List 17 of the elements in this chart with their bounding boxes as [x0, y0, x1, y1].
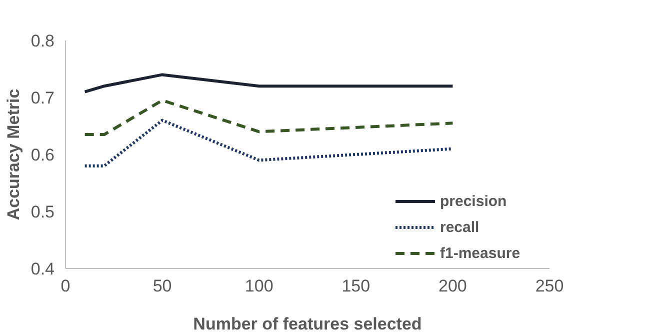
y-axis-title: Accuracy Metric	[4, 88, 23, 220]
y-tick-label: 0.4	[30, 260, 55, 278]
x-tick-label: 200	[438, 276, 467, 296]
y-tick-label: 0.6	[30, 146, 55, 164]
x-tick-label: 50	[152, 276, 172, 296]
legend-label: recall	[440, 218, 480, 236]
legend-label: precision	[440, 192, 507, 210]
x-axis-title: Number of features selected	[193, 314, 422, 334]
x-tick-label: 0	[60, 276, 70, 296]
legend-label: f1-measure	[440, 244, 520, 262]
x-tick-label: 250	[535, 276, 564, 296]
x-tick-label: 150	[342, 276, 370, 296]
line-series	[83, 98, 454, 136]
y-tick-label: 0.8	[30, 32, 55, 50]
y-tick-label: 0.7	[30, 88, 55, 108]
x-tick-label: 100	[244, 276, 274, 296]
y-tick-label: 0.5	[30, 202, 55, 222]
